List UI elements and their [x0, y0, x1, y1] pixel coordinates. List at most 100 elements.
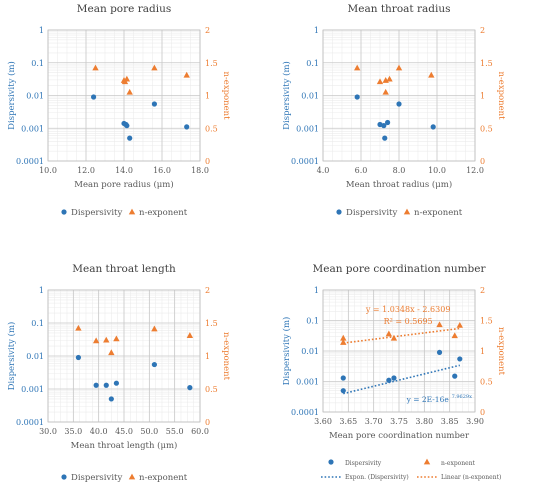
legend: Dispersivity n-exponent — [61, 208, 188, 218]
y-tick-label: 0.1 — [306, 317, 319, 326]
legend-label: Dispersivity — [345, 460, 382, 467]
data-point-n-exponent — [126, 88, 133, 95]
legend-marker-dispersivity — [328, 459, 334, 465]
data-point-dispersivity — [127, 135, 133, 141]
x-tick-label: 3.65 — [339, 417, 357, 426]
data-point-dispersivity — [457, 356, 463, 362]
y-tick-label: 0.1 — [306, 59, 319, 68]
y-tick-label: 1 — [314, 286, 319, 295]
y-tick-label: 0.1 — [31, 59, 44, 68]
y2-tick-label: 0.5 — [480, 124, 493, 133]
legend-marker-n-exponent — [128, 208, 136, 215]
y2-tick-label: 1.5 — [480, 317, 493, 326]
data-point-dispersivity — [391, 375, 397, 381]
y-axis-label: Dispersivity (m) — [6, 322, 17, 391]
x-tick-label: 3.85 — [441, 417, 459, 426]
y-axis-label: Dispersivity (m) — [281, 317, 292, 386]
x-tick-label: 10.0 — [428, 166, 446, 175]
plot-area-border — [322, 29, 476, 162]
trendline-r2: R² = 0.5695 — [384, 317, 433, 326]
y2-tick-label: 1 — [205, 352, 210, 361]
plot-area-border — [47, 29, 201, 162]
trendline-equation: y = 2E-16e — [406, 395, 450, 404]
data-point-dispersivity — [386, 377, 392, 383]
data-point-n-exponent — [113, 335, 120, 342]
data-point-dispersivity — [436, 349, 443, 355]
y2-tick-label: 0.5 — [480, 378, 493, 387]
y-tick-label: 1 — [39, 26, 44, 35]
y2-axis-label: n-exponent — [496, 327, 506, 376]
y-tick-label: 1 — [39, 286, 44, 295]
data-point-n-exponent — [451, 332, 458, 339]
legend-marker-n-exponent — [423, 458, 431, 465]
data-point-n-exponent — [103, 336, 110, 343]
data-point-n-exponent — [75, 324, 82, 331]
x-tick-label: 55.0 — [166, 427, 184, 436]
data-point-n-exponent — [386, 75, 393, 82]
y-tick-label: 0.0001 — [16, 157, 44, 166]
chart-panel-4: 0.0001 0.001 0.01 0.1 1 3.60 3.65 3.70 3.75 3.80 3… — [281, 263, 506, 481]
x-tick-label: 12.0 — [466, 166, 484, 175]
data-point-dispersivity — [113, 380, 119, 386]
y2-tick-label: 1.5 — [205, 59, 218, 68]
x-tick-label: 4.0 — [317, 166, 330, 175]
data-point-dispersivity — [430, 124, 436, 130]
data-point-n-exponent — [428, 71, 435, 78]
data-point-n-exponent — [151, 64, 158, 71]
x-tick-label: 3.90 — [466, 417, 484, 426]
data-point-dispersivity — [354, 94, 360, 100]
data-point-n-exponent — [123, 75, 131, 82]
x-tick-label: 35.0 — [64, 427, 82, 436]
data-point-n-exponent — [382, 88, 389, 95]
x-tick-label: 10.0 — [39, 166, 57, 175]
chart-panel-3: 0.0001 0.001 0.01 0.1 1 30.0 35.0 40.0 45.0 50.0 5… — [6, 263, 231, 483]
x-tick-label: 3.75 — [390, 417, 408, 426]
y2-tick-label: 0 — [480, 157, 485, 166]
y2-tick-label: 2 — [205, 26, 210, 35]
y-tick-label: 0.1 — [31, 319, 44, 328]
legend-label: Expon. (Dispersivity) — [345, 474, 409, 481]
data-point-dispersivity — [151, 101, 157, 107]
data-point-dispersivity — [187, 385, 193, 391]
x-tick-label: 16.0 — [153, 166, 171, 175]
data-point-n-exponent — [395, 64, 403, 71]
chart-title: Mean throat length — [72, 263, 176, 275]
legend-marker-dispersivity — [61, 209, 67, 215]
y2-tick-label: 1 — [480, 347, 485, 356]
legend-label: Dispersivity — [71, 473, 122, 483]
y-axis-label: Dispersivity (m) — [281, 61, 292, 130]
legend-marker-dispersivity — [336, 209, 342, 215]
legend-marker-dispersivity — [61, 474, 67, 480]
y2-tick-label: 0.5 — [205, 124, 218, 133]
legend-label: n-exponent — [441, 460, 476, 467]
data-point-dispersivity — [93, 382, 99, 388]
legend-label: Dispersivity — [71, 208, 122, 218]
y-tick-label: 0.01 — [301, 92, 319, 101]
y2-tick-label: 2 — [480, 26, 485, 35]
data-point-n-exponent — [92, 337, 100, 344]
x-tick-label: 30.0 — [39, 427, 57, 436]
data-point-dispersivity — [108, 396, 114, 402]
x-axis-label: Mean throat length (μm) — [71, 440, 178, 451]
x-axis-label: Mean pore radius (μm) — [74, 179, 173, 190]
x-tick-label: 60.0 — [191, 427, 209, 436]
x-tick-label: 18.0 — [191, 166, 209, 175]
y-tick-label: 0.001 — [296, 378, 319, 387]
data-point-n-exponent — [151, 325, 158, 332]
data-point-dispersivity — [91, 94, 97, 100]
y2-tick-label: 0.5 — [205, 385, 218, 394]
x-tick-label: 3.60 — [314, 417, 332, 426]
x-tick-label: 14.0 — [115, 166, 133, 175]
y2-axis-label: n-exponent — [221, 332, 231, 381]
data-point-dispersivity — [124, 123, 130, 129]
y-tick-label: 0.01 — [26, 92, 44, 101]
legend-marker-n-exponent — [128, 473, 136, 480]
y2-tick-label: 1 — [205, 92, 210, 101]
x-axis-label: Mean throat radius (μm) — [346, 179, 452, 190]
data-point-dispersivity — [340, 375, 346, 381]
legend: Dispersivity n-exponent — [61, 473, 188, 483]
y-tick-label: 0.001 — [21, 385, 44, 394]
data-point-n-exponent — [340, 334, 347, 341]
